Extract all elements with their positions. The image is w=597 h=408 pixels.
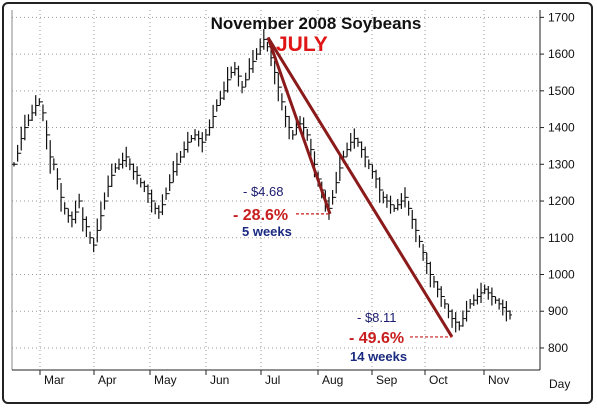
y-tick-label: 1000: [548, 267, 575, 281]
annotation-1-percent: - 28.6%: [233, 207, 288, 224]
y-tick-label: 1500: [548, 84, 575, 98]
x-tick-label: May: [154, 373, 177, 387]
trend-lines: [266, 36, 454, 338]
annotation-1-dollar: - $4.68: [243, 184, 283, 199]
annotation-1-duration: 5 weeks: [242, 224, 292, 239]
x-tick-label: Nov: [488, 373, 509, 387]
y-tick-label: 1100: [548, 231, 574, 245]
chart-title: November 2008 Soybeans: [211, 14, 422, 33]
x-tick-label: Sep: [376, 373, 398, 387]
price-bars: [12, 29, 512, 333]
annotation-2-dollar: - $8.11: [357, 310, 397, 325]
july-label: JULY: [276, 33, 328, 56]
trend-line-long: [266, 36, 454, 338]
grid-layer: [12, 10, 540, 370]
y-tick-label: 1600: [548, 47, 575, 61]
y-tick-label: 1400: [548, 121, 575, 135]
x-tick-label: Jun: [210, 373, 229, 387]
x-tick-label: Jul: [265, 373, 280, 387]
x-tick-label: Apr: [98, 373, 117, 387]
annotation-2-percent: - 49.6%: [349, 330, 404, 347]
x-axis: Mar Apr May Jun Jul Aug Sep Oct Nov: [39, 370, 509, 387]
y-tick-label: 800: [548, 341, 568, 355]
annotation-short-drop: - $4.68 - 28.6% 5 weeks: [233, 184, 292, 239]
x-tick-label: Mar: [44, 373, 65, 387]
x-axis-title: Day: [549, 377, 570, 391]
y-tick-label: 1200: [548, 194, 575, 208]
x-tick-label: Aug: [322, 373, 343, 387]
y-axis: 800 900 1000 1100 1200 1300 1400 1500 1600 1700: [540, 10, 575, 355]
y-tick-label: 1700: [548, 10, 575, 24]
trend-line-short: [266, 37, 332, 215]
y-tick-label: 1300: [548, 157, 575, 171]
y-tick-label: 900: [548, 304, 568, 318]
annotation-2-duration: 14 weeks: [350, 349, 407, 364]
annotation-long-drop: - $8.11 - 49.6% 14 weeks: [349, 310, 407, 364]
x-tick-label: Oct: [429, 373, 448, 387]
